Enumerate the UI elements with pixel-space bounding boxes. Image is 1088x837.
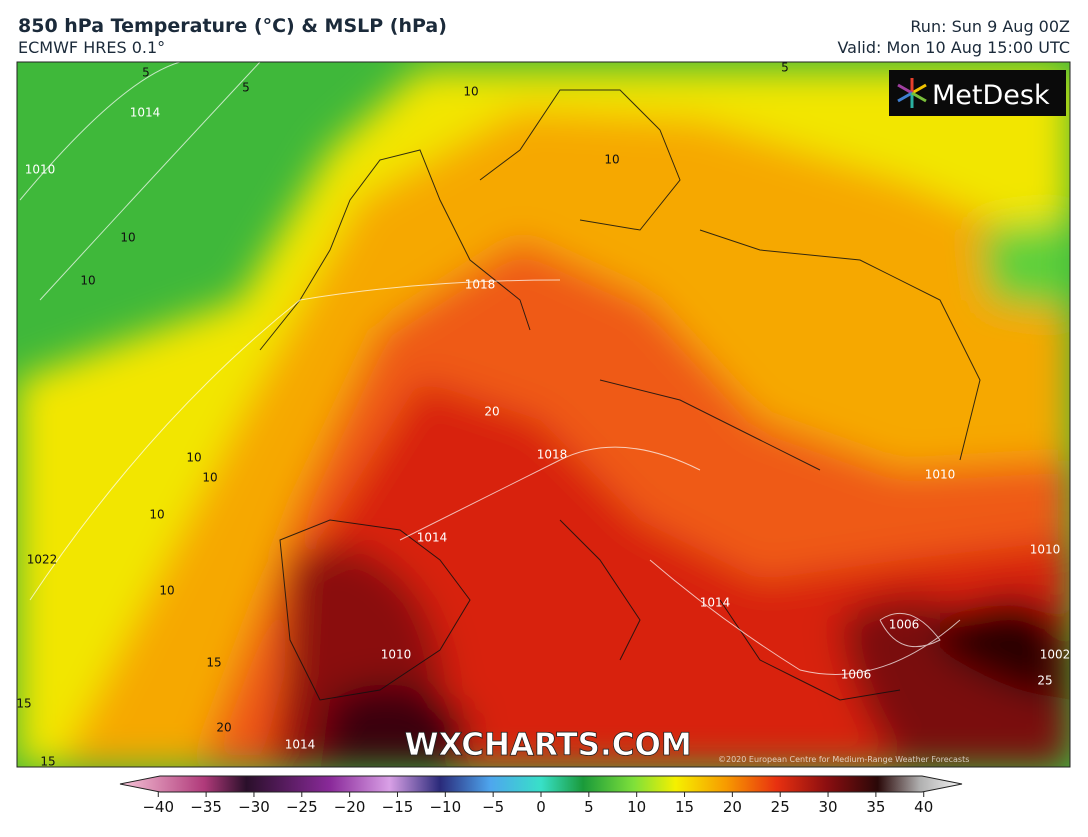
- colorbar-tick-label: −10: [429, 798, 461, 816]
- contour-label: 10: [186, 451, 201, 465]
- colorbar-bar: [119, 775, 963, 793]
- map-frame: [16, 61, 1071, 768]
- watermark: WXCHARTS.COM: [404, 727, 691, 763]
- contour-label: 1014: [130, 106, 161, 120]
- colorbar-tick-label: 10: [627, 798, 646, 816]
- contour-label: 10: [159, 584, 174, 598]
- colorbar-tick-label: 30: [818, 798, 837, 816]
- brand-logo: [897, 78, 927, 108]
- valid-time: Valid: Mon 10 Aug 15:00 UTC: [837, 38, 1070, 57]
- contour-label: 1006: [841, 668, 872, 682]
- contour-label: 15: [16, 697, 31, 711]
- contour-label: 1018: [537, 448, 568, 462]
- contour-label: 1010: [1030, 543, 1061, 557]
- title: 850 hPa Temperature (°C) & MSLP (hPa): [18, 15, 447, 37]
- contour-label: 5: [242, 81, 250, 95]
- map: [17, 62, 1070, 767]
- colorbar-tick-label: 15: [675, 798, 694, 816]
- colorbar-tick-label: −30: [238, 798, 270, 816]
- contour-label: 10: [149, 508, 164, 522]
- contour-label: 1014: [285, 738, 316, 752]
- colorbar-tick-label: −20: [334, 798, 366, 816]
- contour-label: 1010: [381, 648, 412, 662]
- contour-label: 10: [202, 471, 217, 485]
- contour-label: 10: [80, 274, 95, 288]
- colorbar-tick-label: 40: [914, 798, 933, 816]
- contour-label: 5: [781, 61, 789, 75]
- run-time: Run: Sun 9 Aug 00Z: [910, 17, 1070, 36]
- colorbar-tick-label: −25: [286, 798, 318, 816]
- copyright: ©2020 European Centre for Medium-Range W…: [718, 755, 969, 764]
- contour-label: 25: [1037, 674, 1052, 688]
- contour-label: 15: [40, 755, 55, 769]
- colorbar-tick-label: −35: [190, 798, 222, 816]
- colorbar-tick-label: 25: [771, 798, 790, 816]
- subtitle: ECMWF HRES 0.1°: [18, 38, 165, 57]
- colorbar-tick-label: 35: [866, 798, 885, 816]
- contour-label: 15: [206, 656, 221, 670]
- brand-box: [889, 70, 1066, 116]
- contour-label: 1014: [417, 531, 448, 545]
- contour-label: 5: [142, 66, 150, 80]
- contour-label: 1014: [700, 596, 731, 610]
- contour-label: 10: [463, 85, 478, 99]
- contour-label: 20: [484, 405, 499, 419]
- colorbar-tick-label: 20: [723, 798, 742, 816]
- contour-label: 1006: [889, 618, 920, 632]
- colorbar-tick-label: −15: [382, 798, 414, 816]
- contour-label: 1022: [27, 553, 58, 567]
- contour-label: 10: [120, 231, 135, 245]
- brand-name: MetDesk: [932, 80, 1050, 111]
- contour-label: 1010: [25, 163, 56, 177]
- contour-label: 10: [604, 153, 619, 167]
- contour-label: 1002: [1040, 648, 1071, 662]
- colorbar-tick-label: −5: [482, 798, 504, 816]
- contour-label: 1010: [925, 468, 956, 482]
- colorbar-tick-label: 0: [536, 798, 546, 816]
- contour-label: 20: [216, 721, 231, 735]
- contour-label: 1018: [465, 278, 496, 292]
- colorbar-tick-label: −40: [142, 798, 174, 816]
- colorbar-tick-label: 5: [584, 798, 594, 816]
- colorbar: −40 −35 −30 −25 −20 −15 −10 −5 0 5 10 15 20 25 30 35 40: [119, 775, 963, 816]
